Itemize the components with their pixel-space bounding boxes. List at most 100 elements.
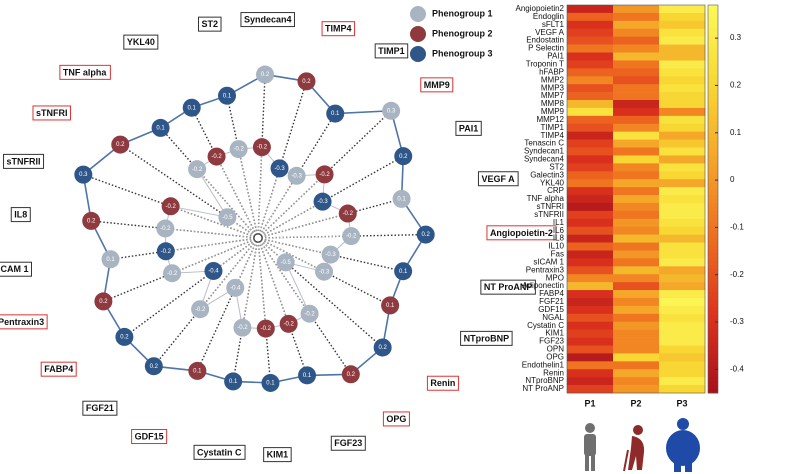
- row-label: YKL40: [540, 178, 565, 187]
- heat-cell: [567, 234, 614, 243]
- colorbar-segment: [708, 222, 718, 227]
- heat-cell: [659, 258, 706, 267]
- colorbar-segment: [708, 330, 718, 336]
- heat-cell: [613, 139, 660, 148]
- colorbar-segment: [708, 272, 718, 277]
- colorbar-segment: [708, 90, 718, 95]
- biomarker-label: GDF15: [135, 432, 164, 442]
- heat-cell: [613, 44, 660, 53]
- heat-cell: [659, 68, 706, 77]
- node: [188, 160, 207, 179]
- heat-cell: [613, 163, 660, 172]
- colorbar-segment: [708, 32, 718, 37]
- label-box: [10, 207, 31, 223]
- colorbar-segment: [708, 74, 718, 80]
- colorbar-segment: [708, 307, 718, 312]
- colorbar-segment: [708, 24, 718, 29]
- heat-cell: [659, 139, 706, 148]
- colorbar-segment: [708, 389, 718, 394]
- heat-cell: [613, 28, 660, 37]
- label-box: [240, 12, 295, 28]
- biomarker-label: sTNFRI: [36, 108, 68, 118]
- node-value: -0.3: [325, 252, 336, 258]
- label-box: [40, 361, 77, 377]
- spoke-line: [257, 81, 308, 239]
- colorbar-segment: [708, 63, 718, 68]
- heat-cell: [613, 36, 660, 45]
- node-value: -0.5: [281, 260, 292, 266]
- colorbar-segment: [708, 171, 718, 177]
- heat-cell: [613, 179, 660, 188]
- colorbar-segment: [708, 381, 718, 386]
- colorbar-segment: [708, 82, 718, 87]
- biomarker-label: TIMP4: [325, 24, 352, 34]
- colorbar-segment: [708, 55, 718, 60]
- heat-cell: [567, 139, 614, 148]
- label-box: [486, 225, 557, 241]
- heat-cell: [659, 92, 706, 101]
- heat-cell: [659, 107, 706, 117]
- row-label: VEGF A: [535, 28, 565, 37]
- heat-cell: [567, 171, 614, 180]
- colorbar-segment: [708, 299, 718, 305]
- colorbar-segment: [708, 377, 718, 382]
- node-value: -0.2: [165, 204, 176, 210]
- row-label: MMP12: [536, 115, 564, 124]
- node: [394, 147, 413, 166]
- row-label: PAI1: [547, 52, 564, 61]
- heat-cell: [567, 163, 614, 172]
- heat-cell: [613, 187, 660, 196]
- heat-cell: [567, 305, 614, 315]
- heat-cell: [567, 377, 614, 386]
- colorbar-segment: [708, 284, 718, 289]
- biomarker-label: TNF alpha: [63, 67, 107, 77]
- node: [338, 204, 357, 223]
- node: [115, 327, 134, 346]
- node-value: -0.2: [161, 249, 172, 255]
- heat-cell: [613, 226, 660, 235]
- colorbar-segment: [708, 264, 718, 270]
- heat-cell: [613, 234, 660, 243]
- biomarker-label: FABP4: [44, 364, 73, 374]
- colorbar-segment: [708, 342, 718, 347]
- node: [287, 166, 306, 185]
- spoke-line: [165, 228, 259, 239]
- node-value: 0.1: [193, 368, 202, 374]
- label-box: [131, 429, 168, 445]
- row-label: KIM1: [545, 329, 564, 338]
- node-value: 0.1: [156, 125, 165, 131]
- heat-cell: [567, 92, 614, 101]
- colorbar-segment: [708, 350, 718, 355]
- node: [416, 225, 435, 244]
- biomarker-label: Renin: [430, 378, 455, 388]
- colorbar-segment: [708, 136, 718, 142]
- node-value: 0.1: [229, 379, 238, 385]
- heat-cell: [567, 5, 614, 14]
- heat-cell: [659, 305, 706, 315]
- heat-cell: [567, 282, 614, 291]
- colorbar-segment: [708, 67, 718, 72]
- node-value: 0.1: [386, 303, 395, 309]
- colorbar-segment: [708, 338, 718, 343]
- spoke-line: [257, 237, 352, 375]
- colorbar-segment: [708, 51, 718, 56]
- node: [191, 300, 210, 319]
- biomarker-label: sTNFRII: [7, 156, 41, 166]
- colorbar-segment: [708, 36, 718, 41]
- heat-cell: [613, 5, 660, 14]
- colorbar-segment: [708, 94, 718, 99]
- biomarker-label: Angiopoietin-2: [490, 228, 553, 238]
- biomarker-label: MMP9: [424, 80, 450, 90]
- row-label: OPG: [546, 352, 564, 361]
- label-box: [0, 261, 32, 277]
- colorbar-segment: [708, 210, 718, 215]
- spoke-line: [199, 237, 259, 310]
- heat-cell: [567, 20, 614, 30]
- spoke-line: [153, 237, 259, 367]
- colorbar-segment: [708, 59, 718, 64]
- legend-label: Phenogroup 2: [432, 28, 493, 38]
- heat-cell: [613, 266, 660, 275]
- colorbar-segment: [708, 195, 718, 200]
- node-value: -0.2: [195, 307, 206, 313]
